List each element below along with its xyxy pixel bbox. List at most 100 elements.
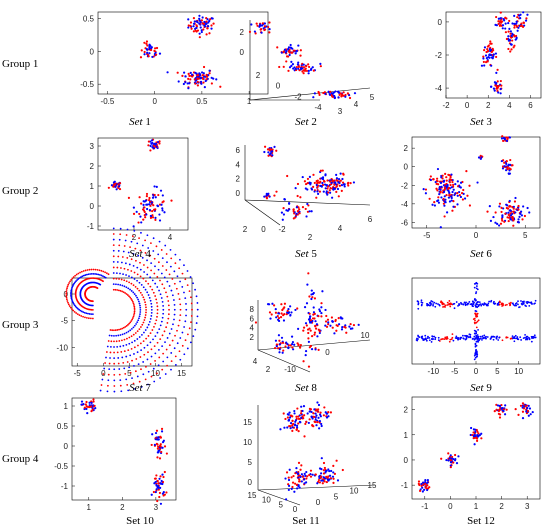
data-point [498,413,502,416]
data-point [516,336,519,338]
data-point [288,202,291,205]
data-point [148,203,151,206]
data-point [527,404,530,407]
data-point [295,49,298,53]
data-point [110,334,113,337]
y-tick-label: -1 [61,482,69,491]
data-point [118,244,121,247]
data-point [139,261,141,264]
data-point [285,55,289,58]
data-point [473,286,476,289]
x-tick-label: 2 [120,503,125,512]
data-point [314,473,317,476]
data-point [147,282,150,285]
data-point [147,351,149,354]
data-point [281,308,284,312]
data-point [299,468,302,471]
data-point [92,400,95,403]
data-point [131,377,133,380]
data-point [511,22,514,25]
y-tick-label: 0 [316,498,321,507]
data-point [530,335,533,338]
data-point [132,315,135,318]
data-point [263,25,266,28]
data-point [149,214,152,218]
data-point [323,180,326,183]
data-point [468,184,471,187]
data-point [132,326,135,329]
data-point [308,210,311,213]
data-point [508,205,511,208]
data-point [195,20,198,23]
data-point [154,218,157,222]
data-point [319,415,322,418]
data-point [296,307,299,310]
data-point [139,306,142,309]
data-point [333,187,337,190]
data-point [521,218,524,221]
data-point [271,154,274,157]
data-point [443,195,446,198]
data-point [434,336,437,339]
data-point [146,266,149,269]
data-point [139,291,142,294]
x-tick-label: 5 [127,369,132,378]
data-point [161,316,164,319]
data-point [148,46,151,49]
data-point [345,331,348,334]
data-point [174,262,177,265]
data-point [328,478,331,481]
data-point [94,268,97,271]
data-point [198,22,201,25]
data-point [445,194,448,197]
data-point [449,466,452,469]
data-point [199,26,202,29]
data-point [503,165,506,168]
data-point [303,180,307,183]
data-point [201,74,204,77]
data-point [201,16,204,19]
data-point [139,215,142,218]
data-point [210,24,213,27]
data-point [153,326,155,328]
data-point [319,169,322,172]
data-point [138,328,141,331]
data-point [292,208,295,211]
data-point [291,419,294,422]
data-point [291,343,294,346]
data-point [462,303,465,306]
data-point [436,199,439,203]
data-point [147,144,150,147]
data-point [509,304,511,307]
data-point [274,339,278,342]
data-point [321,176,325,179]
data-point [113,334,115,337]
data-point [524,405,527,408]
data-point [88,401,91,404]
y-tick-label: 2 [308,233,313,242]
data-point [119,233,122,236]
data-point [441,174,444,177]
data-point [436,180,439,183]
data-point [320,177,323,180]
data-point [488,204,491,208]
data-point [457,305,459,307]
data-point [154,265,156,268]
data-point [130,347,133,350]
data-point [136,338,139,340]
data-point [122,250,125,253]
data-point [474,322,476,325]
data-point [128,275,130,278]
data-point [140,231,142,234]
data-point [301,175,304,179]
data-point [174,334,176,337]
data-point [451,190,454,194]
y-tick-label: 0.5 [83,15,95,24]
data-point [205,33,208,36]
data-point [433,204,437,207]
data-point [194,29,197,32]
data-point [475,436,478,440]
data-point [133,310,136,313]
data-point [138,302,141,305]
